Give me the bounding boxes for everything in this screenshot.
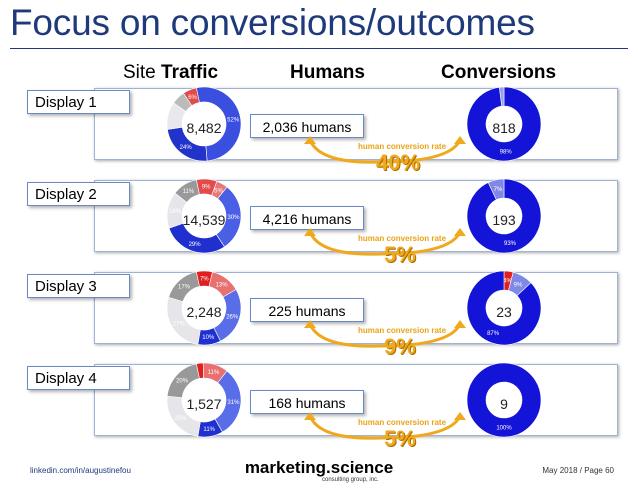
donut-slice-label: 93% (504, 241, 517, 247)
conversion-rate: 9% (384, 334, 416, 359)
conversions-donut-chart: 93% 7% (466, 178, 542, 259)
rate-caption: human conversion rate (358, 418, 447, 427)
donut-slice-label: 11% (183, 189, 195, 195)
donut-slice (195, 86, 242, 162)
traffic-donut-chart: 7% 13% 26% 10% 27% 17% (166, 270, 242, 351)
column-header-site-traffic: Site Traffic (123, 62, 218, 84)
display-label: Display 3 (27, 274, 130, 298)
humans-count-box: 2,036 humans (250, 114, 364, 138)
traffic-value: 14,539 (182, 212, 226, 228)
rate-caption: human conversion rate (358, 142, 447, 151)
donut-slice-label: 13% (216, 282, 229, 288)
traffic-value: 2,248 (186, 304, 222, 320)
donut-slice (466, 362, 542, 438)
humans-count-box: 168 humans (250, 390, 364, 414)
donut-slice-label: 100% (496, 426, 512, 432)
donut-slice (168, 271, 200, 303)
conversions-donut-chart: 4% 9% 87% (466, 270, 542, 351)
rate-caption: human conversion rate (358, 326, 447, 335)
column-header-conversions: Conversions (441, 62, 557, 83)
traffic-donut-chart: 9% 5% 30% 29% 16% 11% (166, 178, 242, 259)
donut-slice-label: 52% (227, 118, 240, 124)
footer-brand-sub: consulting group, inc. (322, 477, 379, 483)
traffic-value: 1,527 (186, 396, 222, 412)
humans-count-box: 225 humans (250, 298, 364, 322)
conversions-value: 9 (500, 396, 508, 412)
rate-caption: human conversion rate (358, 234, 447, 243)
traffic-donut-chart: 11% 31% 11% 25% 20% (166, 362, 242, 443)
conversions-value: 23 (496, 304, 512, 320)
donut-slice (166, 363, 200, 399)
conversion-rate: 5% (384, 426, 416, 451)
donut-slice-label: 9% (514, 282, 523, 288)
column-header-humans: Humans (290, 62, 365, 83)
conversions-donut-chart: 98% (466, 86, 542, 167)
donut-slice-label: 98% (500, 149, 513, 155)
donut-slice-label: 24% (180, 145, 193, 151)
donut-slice-label: 16% (169, 209, 182, 215)
column-header-site-bold: Traffic (161, 62, 219, 83)
donut-slice-label: 20% (176, 378, 189, 384)
footer-brand: marketing.science (244, 458, 394, 477)
conversions-value: 193 (492, 212, 516, 228)
donut-slice (183, 87, 200, 107)
donut-slice-label: 27% (173, 322, 186, 328)
donut-slice-label: 87% (487, 331, 500, 337)
donut-slice-label: 10% (202, 335, 215, 341)
donut-slice-label: 9% (202, 185, 211, 191)
page-title: Focus on conversions/outcomes (10, 2, 535, 43)
donut-slice-label: 7% (200, 277, 209, 283)
footer-page: May 2018 / Page 60 (542, 466, 614, 475)
donut-slice-label: 6% (188, 95, 197, 101)
conversions-value: 818 (492, 120, 516, 136)
donut-slice-label: 4% (503, 279, 512, 285)
donut-slice-label: 29% (189, 242, 202, 248)
column-header-site-prefix: Site (123, 62, 156, 83)
conversion-arrow-icon (304, 136, 466, 164)
footer-linkedin: linkedin.com/in/augustinefou (30, 466, 131, 475)
title-divider (10, 48, 628, 49)
donut-slice-label: 5% (214, 188, 223, 194)
humans-count-box: 4,216 humans (250, 206, 364, 230)
display-label: Display 2 (27, 182, 130, 206)
donut-slice (466, 270, 542, 346)
conversion-arrow-icon (304, 412, 466, 440)
display-label: Display 1 (27, 90, 130, 114)
donut-slice (466, 86, 542, 162)
display-label: Display 4 (27, 366, 130, 390)
conversion-arrow-icon (304, 228, 466, 256)
donut-slice-label: 31% (227, 400, 240, 406)
traffic-donut-chart: 52% 24% 6% (166, 86, 242, 167)
donut-slice-label: 11% (208, 370, 220, 376)
conversion-arrow-icon (304, 320, 466, 348)
donut-slice (174, 179, 200, 203)
traffic-value: 8,482 (186, 120, 222, 136)
donut-slice-label: 17% (178, 284, 191, 290)
donut-slice (499, 86, 505, 107)
donut-slice-label: 7% (494, 187, 503, 193)
conversions-donut-chart: 100% (466, 362, 542, 443)
donut-slice-label: 25% (174, 416, 187, 422)
conversion-rate: 5% (384, 242, 416, 267)
conversion-rate: 40% (376, 150, 421, 175)
donut-slice (487, 178, 505, 201)
donut-slice-label: 30% (227, 215, 240, 221)
donut-slice-label: 11% (203, 427, 215, 433)
donut-slice-label: 26% (226, 315, 239, 321)
donut-slice (466, 178, 542, 254)
